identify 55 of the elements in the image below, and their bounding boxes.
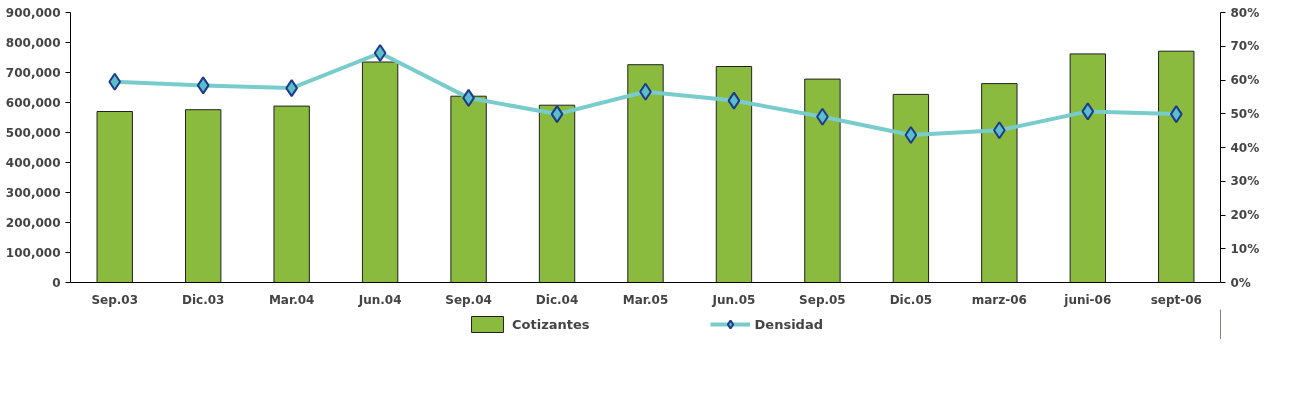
x-tick-label: marz-06 [971,292,1027,307]
bar [804,78,841,283]
x-tick-label: Dic.04 [535,292,579,307]
legend-label: Cotizantes [512,316,590,332]
bar [1158,50,1195,283]
y-tick-label: 300,000 [5,186,61,200]
x-tick-label: Jun.05 [711,292,756,307]
point [373,44,387,62]
x-tick-label: Dic.03 [181,292,225,307]
y2-tick-label: 50% [1230,106,1260,121]
bar [361,61,399,283]
y-tick-label: 500,000 [5,126,61,140]
y2-tick-label: 10% [1230,241,1260,256]
x-tick-label: Sep.05 [799,292,846,307]
y2-tick-label: 30% [1230,174,1260,189]
bar [273,105,310,283]
y-tick-label: 400,000 [5,156,61,170]
x-tick-label: Dic.05 [889,292,933,307]
x-tick-label: Sep.04 [445,292,492,307]
x-tick-label: Jun.04 [357,292,402,307]
point [904,126,918,145]
bar [892,93,930,283]
bar [450,95,487,283]
point [196,76,210,95]
y-tick-label: 800,000 [5,36,61,50]
y-tick-label: 200,000 [5,216,61,230]
bar [538,104,576,283]
y2-tick-label: 20% [1230,208,1260,222]
x-tick-label: juni-06 [1063,292,1112,307]
x-tick-label: Mar.05 [622,292,669,307]
y2-tick-label: 40% [1230,140,1260,155]
point [1169,105,1183,124]
point [550,105,564,124]
x-tick-label: Sep.03 [91,292,139,307]
bar [715,66,753,283]
bar [96,111,133,283]
y2-tick-label: 70% [1230,39,1260,54]
point [1081,102,1095,121]
bar [981,83,1018,283]
y-tick-label: 100,000 [5,246,61,260]
y2-tick-label: 0% [1230,275,1251,290]
y-tick-label: 0 [52,276,61,290]
bar [1069,53,1106,283]
y-tick-label: 900,000 [5,6,61,20]
y2-tick-label: 80% [1230,5,1260,20]
point [108,72,122,91]
y-tick-label: 700,000 [5,66,61,80]
bar [185,109,222,283]
bar [627,64,664,283]
point [727,91,741,110]
y2-tick-label: 60% [1230,73,1260,87]
x-tick-label: Mar.04 [268,292,315,307]
y-tick-label: 600,000 [5,96,61,110]
legend-label: Densidad [754,316,823,332]
x-tick-label: sept-06 [1150,292,1202,307]
